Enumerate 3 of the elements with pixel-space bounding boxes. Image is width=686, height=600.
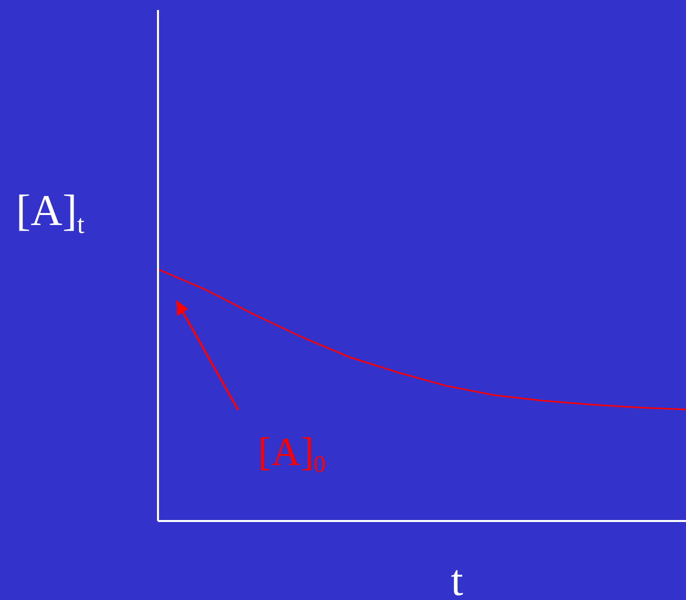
annotation: [A]$_{0}$ xyxy=(258,429,326,478)
y-axis-title: [A]$_{t}$ xyxy=(16,186,86,239)
x-axis-title: t xyxy=(450,556,464,600)
